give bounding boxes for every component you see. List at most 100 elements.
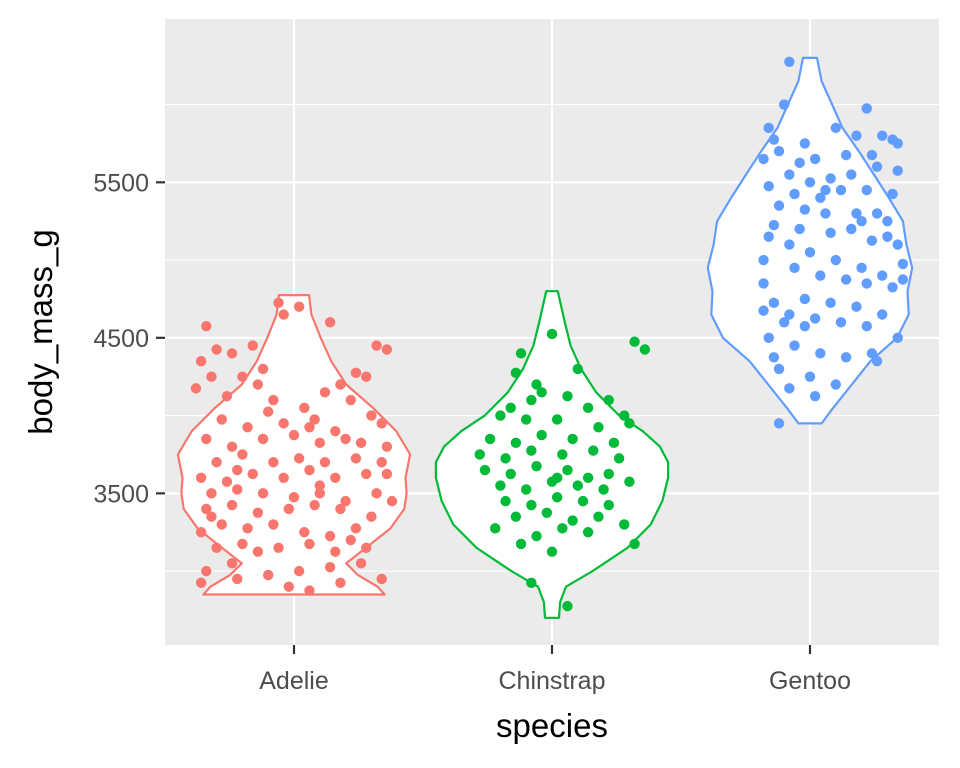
data-point-gentoo [804, 371, 816, 382]
data-point-gentoo [820, 208, 831, 219]
data-point-adelie [195, 355, 207, 367]
data-point-chinstrap [536, 387, 547, 398]
data-point-gentoo [892, 138, 903, 149]
data-point-adelie [371, 488, 382, 499]
data-point-adelie [293, 565, 305, 577]
data-point-gentoo [809, 153, 821, 165]
data-point-gentoo [779, 317, 790, 328]
data-point-gentoo [866, 235, 878, 246]
data-point-adelie [381, 441, 393, 452]
data-point-chinstrap [546, 328, 558, 340]
data-point-adelie [221, 390, 233, 402]
data-point-adelie [247, 468, 258, 480]
data-point-chinstrap [510, 367, 522, 379]
data-point-gentoo [851, 208, 862, 219]
data-point-chinstrap [531, 530, 542, 542]
data-point-chinstrap [500, 453, 511, 464]
data-point-adelie [232, 484, 243, 495]
data-point-adelie [257, 488, 269, 499]
data-point-adelie [345, 394, 356, 406]
data-point-gentoo [758, 153, 769, 165]
data-point-gentoo [804, 247, 816, 258]
data-point-gentoo [835, 184, 847, 196]
data-point-chinstrap [521, 414, 532, 425]
data-point-chinstrap [541, 507, 553, 519]
data-point-gentoo [840, 352, 852, 363]
data-point-adelie [361, 371, 372, 382]
data-point-gentoo [892, 332, 903, 344]
data-point-gentoo [784, 383, 795, 394]
data-point-gentoo [830, 122, 841, 134]
data-point-gentoo [887, 282, 898, 293]
data-point-adelie [252, 546, 264, 557]
data-point-adelie [226, 441, 238, 452]
data-point-gentoo [768, 134, 780, 145]
data-point-adelie [293, 301, 305, 312]
data-point-adelie [211, 542, 222, 553]
data-point-gentoo [794, 157, 805, 169]
data-point-gentoo [804, 177, 816, 188]
data-point-gentoo [861, 184, 872, 196]
data-point-chinstrap [593, 511, 604, 522]
data-point-adelie [263, 569, 274, 581]
data-point-gentoo [892, 239, 903, 250]
data-point-adelie [330, 472, 341, 484]
data-point-adelie [268, 519, 279, 530]
data-point-gentoo [758, 305, 769, 316]
data-point-gentoo [897, 274, 909, 285]
data-point-adelie [257, 433, 269, 445]
data-point-adelie [350, 453, 362, 464]
data-point-gentoo [784, 169, 795, 180]
data-point-gentoo [784, 309, 795, 320]
data-point-adelie [299, 402, 310, 414]
data-point-adelie [314, 480, 325, 491]
data-point-adelie [340, 495, 351, 507]
data-point-adelie [309, 499, 320, 511]
data-point-chinstrap [505, 468, 516, 480]
data-point-adelie [232, 573, 243, 585]
data-point-chinstrap [526, 445, 537, 456]
data-point-gentoo [871, 161, 883, 172]
data-point-adelie [195, 577, 207, 588]
data-point-adelie [293, 453, 305, 464]
data-point-adelie [242, 523, 253, 534]
data-point-chinstrap [474, 449, 485, 460]
data-point-chinstrap [557, 523, 568, 534]
data-point-adelie [273, 297, 284, 309]
data-point-adelie [206, 488, 217, 499]
data-point-chinstrap [479, 464, 491, 476]
y-axis: 3500 4500 5500 [93, 169, 165, 508]
data-point-chinstrap [572, 363, 583, 375]
data-point-chinstrap [551, 472, 563, 484]
data-point-adelie [386, 495, 398, 507]
data-point-chinstrap [495, 480, 506, 491]
data-point-chinstrap [562, 390, 573, 402]
data-point-gentoo [799, 320, 811, 332]
data-point-chinstrap [495, 410, 506, 421]
data-point-adelie [211, 344, 222, 355]
data-point-adelie [381, 344, 393, 355]
data-point-gentoo [861, 320, 872, 332]
data-point-chinstrap [521, 484, 532, 495]
data-point-chinstrap [582, 527, 594, 538]
data-point-adelie [330, 546, 341, 557]
data-point-chinstrap [619, 410, 630, 421]
data-point-adelie [288, 429, 300, 441]
violin-layer [176, 56, 914, 619]
data-point-adelie [366, 410, 377, 421]
data-point-adelie [350, 367, 362, 379]
data-point-gentoo [830, 254, 841, 266]
data-point-adelie [299, 527, 310, 538]
data-point-chinstrap [562, 600, 573, 612]
point-layer [190, 56, 909, 612]
data-point-adelie [226, 558, 238, 569]
data-point-adelie [195, 527, 207, 538]
data-point-gentoo [897, 258, 909, 270]
data-point-chinstrap [593, 422, 604, 433]
data-point-adelie [366, 511, 377, 522]
data-point-chinstrap [484, 433, 496, 445]
data-point-gentoo [763, 231, 774, 242]
data-point-adelie [283, 503, 295, 515]
data-point-adelie [201, 503, 212, 515]
data-point-gentoo [773, 363, 785, 375]
